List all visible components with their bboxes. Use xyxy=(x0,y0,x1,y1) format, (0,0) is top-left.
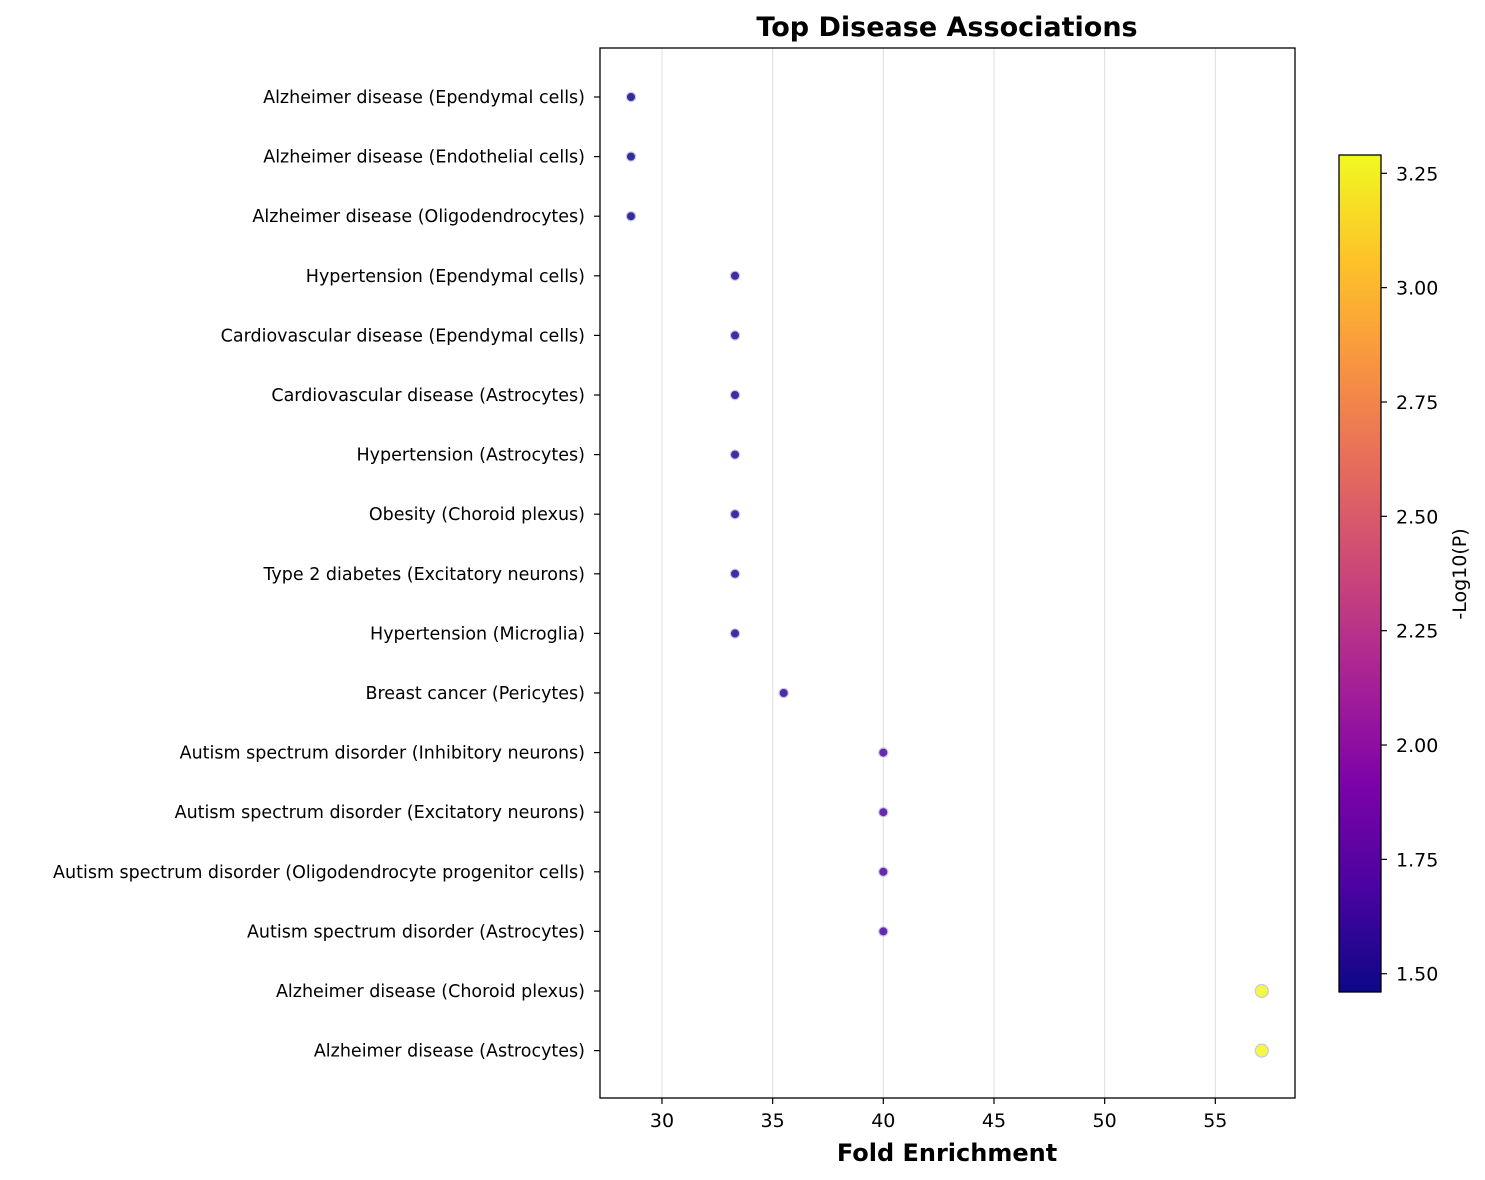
y-tick-label: Autism spectrum disorder (Oligodendrocyt… xyxy=(53,863,585,883)
y-tick-label: Autism spectrum disorder (Astrocytes) xyxy=(247,922,585,942)
y-tick-label: Obesity (Choroid plexus) xyxy=(369,505,585,525)
data-point xyxy=(729,449,741,460)
x-tick-label: 55 xyxy=(1203,1110,1227,1132)
data-point xyxy=(1254,1043,1269,1058)
y-tick-label: Cardiovascular disease (Astrocytes) xyxy=(271,386,585,406)
y-tick-label: Alzheimer disease (Oligodendrocytes) xyxy=(252,207,585,227)
data-point xyxy=(729,568,741,580)
x-axis-label: Fold Enrichment xyxy=(837,1139,1057,1167)
data-point xyxy=(625,151,637,162)
colorbar-ticks: 1.50 1.75 2.00 2.25 2.50 2.75 3.00 3.25 xyxy=(1381,163,1438,986)
data-point xyxy=(778,687,789,699)
colorbar-tick-label: 2.50 xyxy=(1396,506,1438,528)
data-point xyxy=(729,628,741,639)
y-tick-label: Autism spectrum disorder (Excitatory neu… xyxy=(175,803,585,823)
y-tick-label: Alzheimer disease (Astrocytes) xyxy=(314,1042,585,1062)
data-points xyxy=(625,91,1269,1058)
y-tick-label: Cardiovascular disease (Ependymal cells) xyxy=(221,326,585,346)
colorbar-tick-label: 1.50 xyxy=(1396,964,1438,986)
plot-frame xyxy=(599,47,1296,1099)
x-axis-ticks: 30 35 40 45 50 55 xyxy=(650,1098,1227,1132)
data-point xyxy=(625,210,637,222)
colorbar xyxy=(1338,154,1382,993)
x-tick-label: 45 xyxy=(982,1110,1006,1132)
colorbar-tick-label: 2.75 xyxy=(1396,392,1438,414)
data-point xyxy=(729,389,741,401)
x-tick-label: 50 xyxy=(1093,1110,1117,1132)
data-point xyxy=(878,866,889,878)
data-point xyxy=(729,509,741,520)
data-point xyxy=(878,926,889,937)
colorbar-tick-label: 1.75 xyxy=(1396,849,1438,871)
x-grid xyxy=(661,48,1216,1098)
y-tick-label: Alzheimer disease (Choroid plexus) xyxy=(276,982,585,1002)
x-tick-label: 35 xyxy=(761,1110,785,1132)
data-point xyxy=(625,91,637,103)
data-point xyxy=(729,270,741,281)
data-point xyxy=(729,330,741,341)
colorbar-tick-label: 3.25 xyxy=(1396,163,1438,185)
y-tick-label: Type 2 diabetes (Excitatory neurons) xyxy=(262,565,585,585)
data-point xyxy=(878,807,889,818)
y-tick-label: Hypertension (Microglia) xyxy=(370,624,585,644)
y-tick-label: Hypertension (Astrocytes) xyxy=(357,446,586,466)
x-tick-label: 40 xyxy=(871,1110,895,1132)
y-tick-label: Breast cancer (Pericytes) xyxy=(365,684,585,704)
colorbar-label: -Log10(P) xyxy=(1449,528,1471,619)
y-tick-label: Hypertension (Ependymal cells) xyxy=(306,267,585,287)
x-tick-label: 30 xyxy=(650,1110,674,1132)
y-tick-label: Alzheimer disease (Ependymal cells) xyxy=(263,88,585,108)
colorbar-tick-label: 3.00 xyxy=(1396,278,1438,300)
data-point xyxy=(878,747,889,758)
y-axis-ticks: Alzheimer disease (Ependymal cells) Alzhe… xyxy=(53,88,600,1062)
chart-title: Top Disease Associations xyxy=(756,12,1137,43)
colorbar-tick-label: 2.00 xyxy=(1396,735,1438,757)
data-point xyxy=(1254,983,1269,999)
y-tick-label: Alzheimer disease (Endothelial cells) xyxy=(263,148,585,168)
y-tick-label: Autism spectrum disorder (Inhibitory neu… xyxy=(180,744,585,764)
colorbar-tick-label: 2.25 xyxy=(1396,621,1438,643)
